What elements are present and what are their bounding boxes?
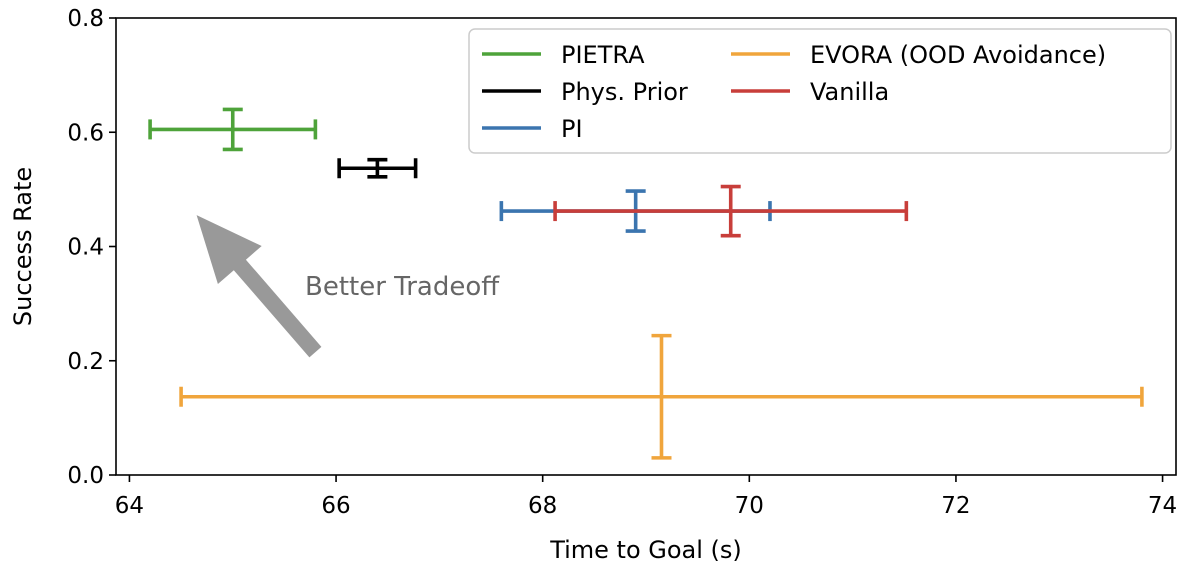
x-tick-label: 70 (735, 493, 764, 519)
x-axis: 64 66 68 70 72 74 (115, 475, 1177, 519)
legend-entry-vanilla: Vanilla (731, 78, 889, 106)
errorbar-phys-prior (337, 157, 418, 179)
errorbar-evora-ood-avoidance (179, 333, 1144, 460)
legend-label: PIETRA (561, 41, 645, 69)
x-tick-label: 72 (941, 493, 970, 519)
errorbar-vanilla (553, 184, 909, 238)
annotation-layer: Better Tradeoff (196, 215, 500, 358)
x-tick-label: 66 (321, 493, 350, 519)
legend-label: Phys. Prior (561, 78, 688, 106)
legend-entry-evora-ood-avoidance: EVORA (OOD Avoidance) (731, 41, 1106, 69)
legend-box (468, 28, 1172, 154)
legend-entry-pi: PI (482, 115, 583, 143)
better-tradeoff-arrow (196, 215, 322, 358)
y-tick-label: 0.2 (67, 349, 104, 375)
y-axis: 0.0 0.2 0.4 0.6 0.8 (67, 6, 116, 489)
y-axis-label: Success Rate (9, 167, 37, 326)
series-layer (148, 107, 1144, 460)
y-tick-label: 0.0 (67, 463, 104, 489)
y-tick-label: 0.4 (67, 235, 104, 261)
y-tick-label: 0.8 (67, 6, 104, 32)
x-tick-label: 68 (528, 493, 557, 519)
legend: PIETRA Phys. Prior PI EVORA (OOD Avoidance)… (468, 28, 1172, 154)
legend-entry-pietra: PIETRA (482, 41, 645, 69)
y-tick-label: 0.6 (67, 120, 104, 146)
legend-label: PI (561, 115, 583, 143)
x-tick-label: 74 (1148, 493, 1177, 519)
legend-label: EVORA (OOD Avoidance) (810, 41, 1106, 69)
better-tradeoff-label: Better Tradeoff (305, 272, 500, 302)
legend-entry-phys-prior: Phys. Prior (482, 78, 688, 106)
errorbar-pietra (148, 107, 318, 152)
x-tick-label: 64 (115, 493, 144, 519)
x-axis-label: Time to Goal (s) (549, 536, 742, 564)
legend-label: Vanilla (810, 78, 889, 106)
